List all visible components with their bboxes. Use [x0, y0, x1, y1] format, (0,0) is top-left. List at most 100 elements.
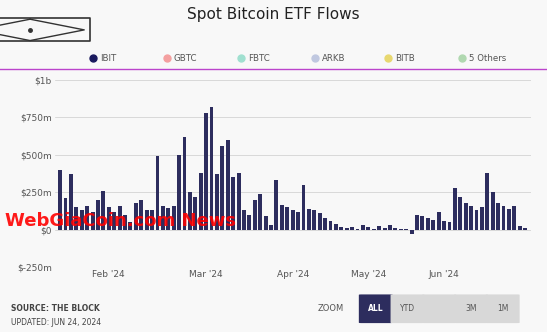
- Bar: [96, 200, 100, 230]
- Bar: [399, 229, 403, 230]
- Bar: [242, 210, 246, 230]
- Bar: [74, 207, 78, 230]
- Bar: [458, 197, 462, 230]
- Bar: [275, 180, 278, 230]
- Text: 5 Others: 5 Others: [469, 54, 507, 63]
- Bar: [513, 206, 516, 230]
- Bar: [166, 208, 170, 230]
- Bar: [410, 230, 414, 234]
- Bar: [442, 221, 446, 230]
- Bar: [199, 173, 202, 230]
- Text: SOURCE: THE BLOCK: SOURCE: THE BLOCK: [11, 304, 100, 313]
- Bar: [220, 146, 224, 230]
- Bar: [339, 227, 344, 230]
- Bar: [134, 203, 138, 230]
- Bar: [129, 222, 132, 230]
- Bar: [523, 228, 527, 230]
- Text: Spot Bitcoin ETF Flows: Spot Bitcoin ETF Flows: [187, 7, 360, 23]
- Bar: [145, 210, 149, 230]
- Text: ALL: ALL: [368, 304, 383, 313]
- Bar: [356, 229, 359, 230]
- Bar: [372, 229, 376, 230]
- Bar: [280, 205, 284, 230]
- Bar: [101, 191, 106, 230]
- Text: IBIT: IBIT: [100, 54, 117, 63]
- Bar: [518, 226, 522, 230]
- Bar: [307, 209, 311, 230]
- Bar: [177, 155, 181, 230]
- Bar: [290, 210, 295, 230]
- Bar: [345, 228, 348, 230]
- Bar: [350, 227, 354, 230]
- Bar: [118, 206, 121, 230]
- Bar: [91, 212, 95, 230]
- Bar: [231, 177, 235, 230]
- Bar: [264, 216, 267, 230]
- Bar: [361, 225, 365, 230]
- Bar: [204, 113, 208, 230]
- Bar: [80, 210, 84, 230]
- Bar: [107, 207, 110, 230]
- Bar: [193, 197, 197, 230]
- Text: WebGiaCoin.com News: WebGiaCoin.com News: [5, 212, 236, 230]
- Bar: [334, 224, 338, 230]
- Bar: [58, 170, 62, 230]
- Bar: [85, 206, 89, 230]
- Bar: [139, 200, 143, 230]
- FancyBboxPatch shape: [422, 294, 456, 323]
- Text: FBTC: FBTC: [248, 54, 270, 63]
- Text: 3M: 3M: [465, 304, 477, 313]
- Text: 1M: 1M: [497, 304, 508, 313]
- Bar: [464, 203, 468, 230]
- Bar: [188, 192, 192, 230]
- Bar: [383, 228, 387, 230]
- Bar: [469, 206, 473, 230]
- Bar: [491, 192, 494, 230]
- Bar: [286, 207, 289, 230]
- Bar: [431, 220, 435, 230]
- Bar: [63, 198, 67, 230]
- Bar: [296, 212, 300, 230]
- FancyBboxPatch shape: [391, 294, 424, 323]
- FancyBboxPatch shape: [454, 294, 488, 323]
- Bar: [69, 174, 73, 230]
- Bar: [475, 210, 479, 230]
- Bar: [507, 209, 511, 230]
- Bar: [404, 228, 408, 230]
- Bar: [366, 227, 370, 230]
- Bar: [155, 156, 159, 230]
- Bar: [485, 173, 489, 230]
- Bar: [172, 206, 176, 230]
- Bar: [312, 210, 316, 230]
- Text: BITB: BITB: [395, 54, 415, 63]
- Text: ARKB: ARKB: [322, 54, 345, 63]
- Bar: [269, 225, 273, 230]
- Bar: [112, 212, 116, 230]
- Bar: [496, 203, 500, 230]
- Text: YTD: YTD: [400, 304, 415, 313]
- Bar: [150, 210, 154, 230]
- Bar: [323, 218, 327, 230]
- Bar: [247, 215, 251, 230]
- Bar: [301, 185, 305, 230]
- Bar: [393, 228, 397, 230]
- Bar: [253, 200, 257, 230]
- Bar: [183, 137, 187, 230]
- Bar: [480, 207, 484, 230]
- Bar: [123, 215, 127, 230]
- Bar: [377, 226, 381, 230]
- Bar: [329, 221, 333, 230]
- Bar: [161, 207, 165, 230]
- Bar: [453, 188, 457, 230]
- Bar: [388, 225, 392, 230]
- FancyBboxPatch shape: [486, 294, 520, 323]
- Text: ZOOM: ZOOM: [317, 304, 344, 313]
- Bar: [415, 215, 419, 230]
- Bar: [318, 213, 322, 230]
- Bar: [502, 206, 505, 230]
- Bar: [237, 173, 241, 230]
- FancyBboxPatch shape: [359, 294, 393, 323]
- Bar: [426, 218, 430, 230]
- Text: GBTC: GBTC: [174, 54, 197, 63]
- Bar: [447, 222, 451, 230]
